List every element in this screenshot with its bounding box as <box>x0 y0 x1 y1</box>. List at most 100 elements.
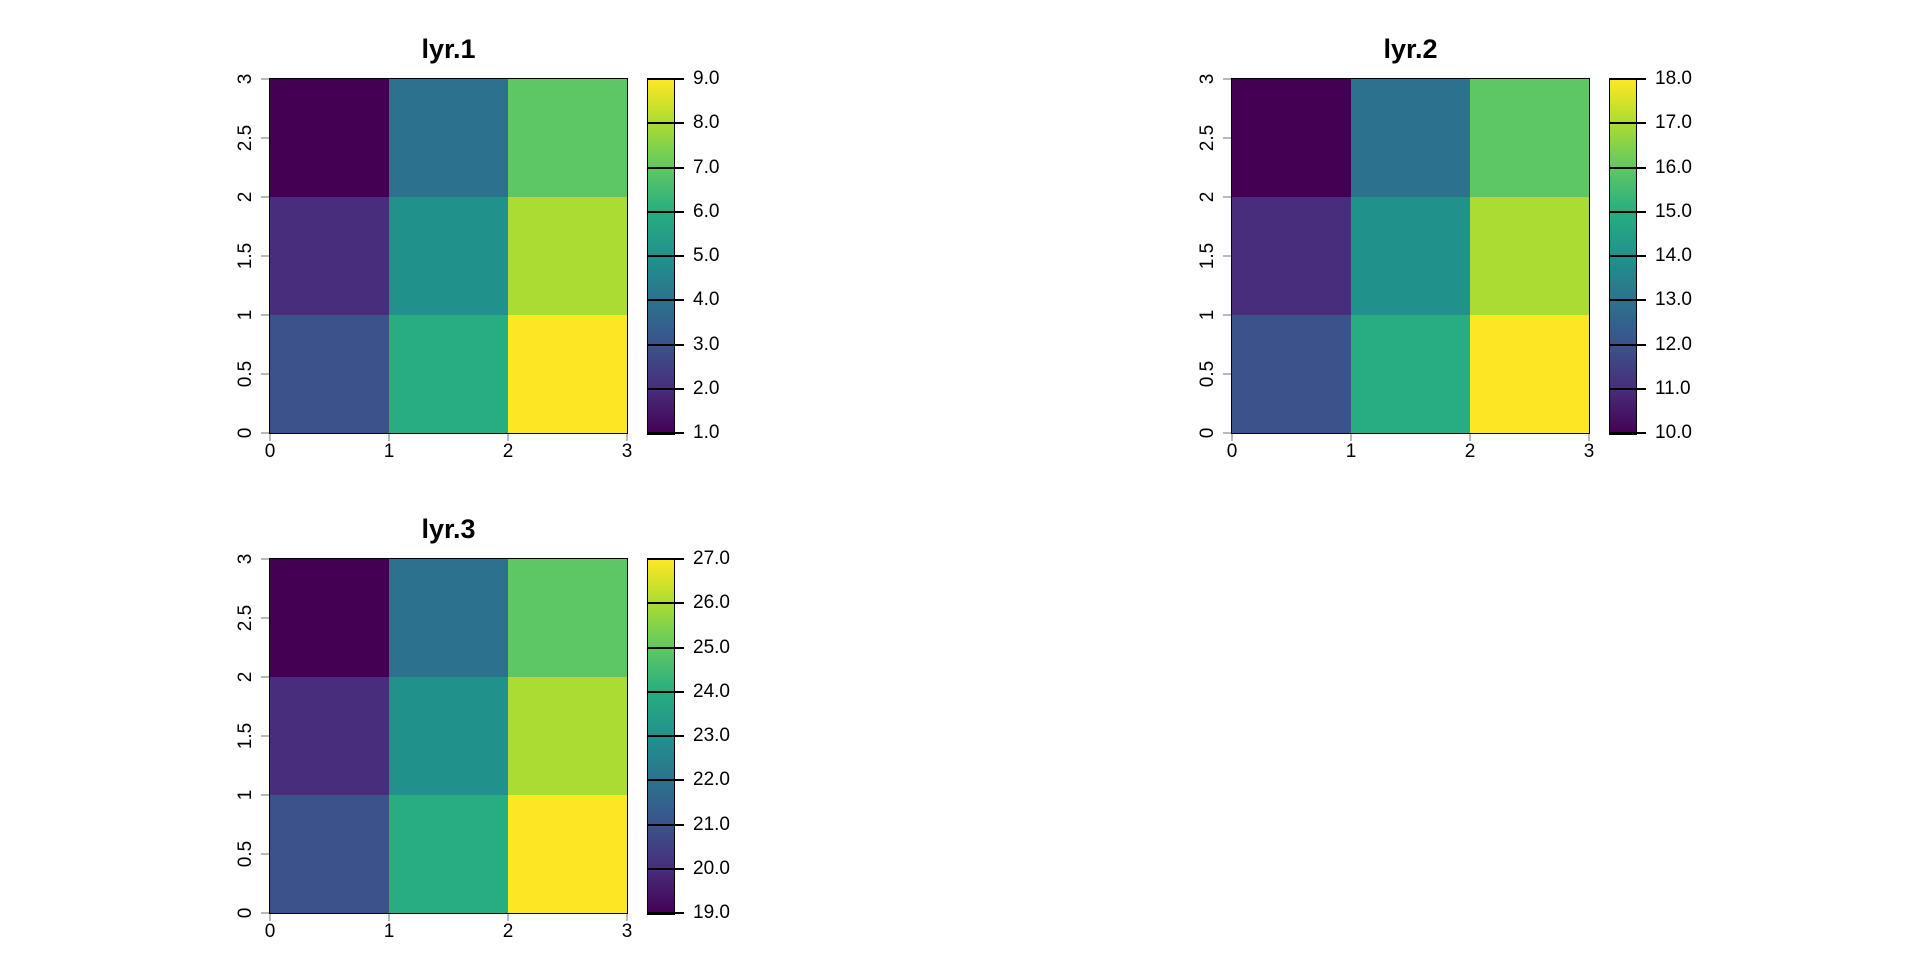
y-axis-label: 2 <box>235 671 256 683</box>
x-axis-tick <box>626 434 628 441</box>
heatmap-cell <box>1470 315 1589 433</box>
y-axis-tick <box>1223 78 1231 80</box>
heatmap-cell <box>1232 197 1351 315</box>
colorbar-tick-line <box>1609 167 1637 169</box>
x-axis-tick <box>388 914 390 921</box>
colorbar-tick-stub <box>675 388 684 390</box>
colorbar-tick-stub <box>675 824 684 826</box>
colorbar-tick-stub <box>675 912 684 914</box>
y-axis-label: 2.5 <box>235 124 256 152</box>
heatmap-cell <box>1351 79 1470 197</box>
y-axis-label: 0.5 <box>235 840 256 868</box>
colorbar-tick-line <box>1609 211 1637 213</box>
colorbar-tick-stub <box>1637 211 1646 213</box>
y-axis-tick <box>1223 373 1231 375</box>
x-axis-label: 1 <box>1345 441 1357 462</box>
colorbar-tick-line <box>647 255 675 257</box>
colorbar-tick-line <box>1609 255 1637 257</box>
x-axis-tick <box>1469 434 1471 441</box>
heatmap-raster <box>1232 79 1589 433</box>
colorbar-label: 5.0 <box>693 245 720 266</box>
colorbar-label: 17.0 <box>1655 112 1692 133</box>
colorbar-tick-stub <box>675 868 684 870</box>
colorbar-label: 2.0 <box>693 378 720 399</box>
colorbar-label: 13.0 <box>1655 289 1692 310</box>
colorbar-label: 22.0 <box>693 769 730 790</box>
y-axis-label: 2.5 <box>1197 124 1218 152</box>
y-axis-tick <box>261 794 269 796</box>
colorbar-tick-stub <box>1637 299 1646 301</box>
y-axis-label: 0.5 <box>1197 360 1218 388</box>
colorbar-tick-line <box>647 779 675 781</box>
colorbar-tick-line <box>647 558 675 560</box>
panel-title: lyr.1 <box>421 34 476 64</box>
y-axis-label: 1.5 <box>1197 242 1218 270</box>
heatmap-cell <box>1351 315 1470 433</box>
colorbar-tick-stub <box>675 647 684 649</box>
colorbar-label: 4.0 <box>693 289 720 310</box>
heatmap-cell <box>508 79 627 197</box>
colorbar-tick-line <box>647 299 675 301</box>
colorbar-tick-line <box>1609 299 1637 301</box>
colorbar-label: 27.0 <box>693 548 730 569</box>
y-axis-label: 3 <box>235 73 256 85</box>
y-axis-tick <box>1223 314 1231 316</box>
y-axis-tick <box>261 373 269 375</box>
colorbar-label: 3.0 <box>693 334 720 355</box>
colorbar-tick-line <box>1609 122 1637 124</box>
x-axis-label: 0 <box>1226 441 1238 462</box>
y-axis-label: 1.5 <box>235 722 256 750</box>
y-axis-label: 3 <box>235 553 256 565</box>
heatmap-cell <box>508 197 627 315</box>
x-axis-tick <box>1588 434 1590 441</box>
colorbar-tick-line <box>647 735 675 737</box>
colorbar-label: 24.0 <box>693 681 730 702</box>
colorbar-label: 14.0 <box>1655 245 1692 266</box>
heatmap-cell <box>270 677 389 795</box>
y-axis-label: 3 <box>1197 73 1218 85</box>
colorbar-tick-line <box>1609 432 1637 434</box>
heatmap-cell <box>270 795 389 913</box>
colorbar-tick-line <box>647 868 675 870</box>
colorbar-tick-line <box>647 432 675 434</box>
heatmap-cell <box>1470 197 1589 315</box>
colorbar-label: 21.0 <box>693 814 730 835</box>
x-axis-label: 0 <box>264 441 276 462</box>
y-axis-label: 0.5 <box>235 360 256 388</box>
y-axis-label: 1 <box>235 789 256 801</box>
colorbar-tick-stub <box>675 558 684 560</box>
x-axis-label: 2 <box>1464 441 1476 462</box>
colorbar-label: 16.0 <box>1655 157 1692 178</box>
y-axis-tick <box>1223 432 1231 434</box>
x-axis-label: 1 <box>383 921 395 942</box>
colorbar-tick-line <box>647 691 675 693</box>
x-axis-label: 0 <box>264 921 276 942</box>
colorbar-tick-stub <box>1637 344 1646 346</box>
colorbar-tick-stub <box>675 735 684 737</box>
colorbar-label: 7.0 <box>693 157 720 178</box>
x-axis-label: 2 <box>502 441 514 462</box>
y-axis-label: 1 <box>235 309 256 321</box>
y-axis-label: 0 <box>235 907 256 919</box>
heatmap-cell <box>270 559 389 677</box>
colorbar-label: 6.0 <box>693 201 720 222</box>
colorbar-label: 11.0 <box>1655 378 1691 399</box>
x-axis-tick <box>1231 434 1233 441</box>
colorbar-tick-stub <box>1637 167 1646 169</box>
heatmap-cell <box>389 197 508 315</box>
colorbar-tick-line <box>647 167 675 169</box>
x-axis-label: 3 <box>621 441 633 462</box>
colorbar-label: 10.0 <box>1655 422 1692 443</box>
y-axis-label: 0 <box>1197 427 1218 439</box>
y-axis-label: 2 <box>1197 191 1218 203</box>
colorbar-tick-line <box>647 344 675 346</box>
heatmap-cell <box>508 795 627 913</box>
y-axis-tick <box>261 676 269 678</box>
x-axis-label: 2 <box>502 921 514 942</box>
heatmap-cell <box>1232 79 1351 197</box>
panel-title: lyr.3 <box>421 514 476 544</box>
colorbar-label: 23.0 <box>693 725 730 746</box>
x-axis-tick <box>626 914 628 921</box>
colorbar <box>647 79 675 435</box>
colorbar-tick-stub <box>1637 255 1646 257</box>
